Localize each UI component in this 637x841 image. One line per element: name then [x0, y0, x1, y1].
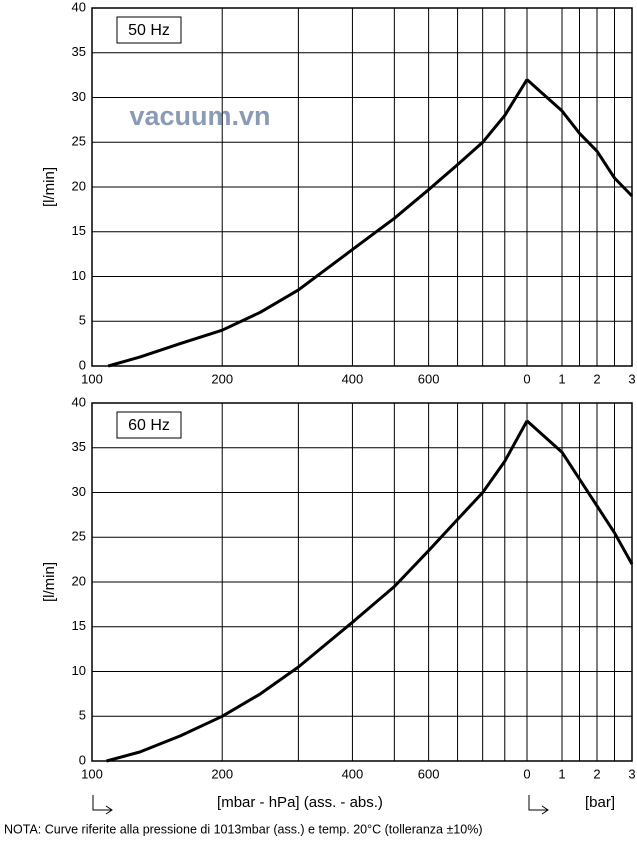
- y-tick-label: 5: [79, 313, 86, 328]
- x-tick-label: 400: [342, 766, 364, 781]
- y-tick-label: 0: [79, 752, 86, 767]
- y-tick-label: 35: [72, 44, 86, 59]
- y-tick-label: 15: [72, 223, 86, 238]
- y-tick-label: 20: [72, 178, 86, 193]
- y-tick-label: 25: [72, 134, 86, 149]
- freq-label: 60 Hz: [128, 417, 170, 434]
- y-tick-label: 40: [72, 0, 86, 14]
- curve: [526, 419, 634, 565]
- x2-tick-label: 3: [628, 766, 635, 781]
- x2-tick-label: 0: [523, 766, 530, 781]
- vacuum-arrow: [92, 795, 113, 815]
- x-tick-label: 400: [342, 371, 364, 386]
- x-tick-label: 200: [211, 766, 233, 781]
- y-tick-label: 20: [72, 573, 86, 588]
- y-tick-label: 10: [72, 268, 86, 283]
- x-axis-label: [mbar - hPa] (ass. - abs.): [217, 794, 383, 811]
- x2-axis-label: [bar]: [585, 794, 615, 811]
- x2-tick-label: 3: [628, 371, 635, 386]
- y-tick-label: 0: [79, 357, 86, 372]
- x-tick-label: 600: [418, 766, 440, 781]
- x-tick-label: 100: [81, 766, 103, 781]
- x2-tick-label: 2: [593, 371, 600, 386]
- x-tick-label: 200: [211, 371, 233, 386]
- x2-tick-label: 2: [593, 766, 600, 781]
- curve: [107, 78, 529, 368]
- watermark: vacuum.vn: [129, 101, 270, 131]
- y-tick-label: 30: [72, 484, 86, 499]
- y-tick-label: 40: [72, 394, 86, 409]
- freq-label: 50 Hz: [128, 22, 170, 39]
- x-tick-label: 100: [81, 371, 103, 386]
- y-tick-label: 15: [72, 618, 86, 633]
- x-tick-label: 600: [418, 371, 440, 386]
- x2-tick-label: 0: [523, 371, 530, 386]
- x2-tick-label: 1: [558, 766, 565, 781]
- freq-label-box: [116, 411, 182, 439]
- y-tick-label: 25: [72, 529, 86, 544]
- freq-label-box: [116, 16, 182, 44]
- curve: [106, 420, 529, 763]
- y-tick-label: 30: [72, 89, 86, 104]
- y-tick-label: 5: [79, 708, 86, 723]
- curve: [526, 78, 634, 198]
- y-axis-label: [l/min]: [41, 167, 58, 207]
- y-tick-label: 35: [72, 439, 86, 454]
- y-tick-label: 10: [72, 663, 86, 678]
- pressure-arrow: [528, 795, 549, 815]
- x2-tick-label: 1: [558, 371, 565, 386]
- note: NOTA: Curve riferite alla pressione di 1…: [4, 822, 483, 836]
- y-axis-label: [l/min]: [41, 562, 58, 602]
